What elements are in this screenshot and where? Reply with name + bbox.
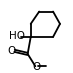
Text: O: O — [7, 46, 16, 56]
Text: HO: HO — [9, 31, 25, 41]
Text: O: O — [33, 62, 41, 72]
